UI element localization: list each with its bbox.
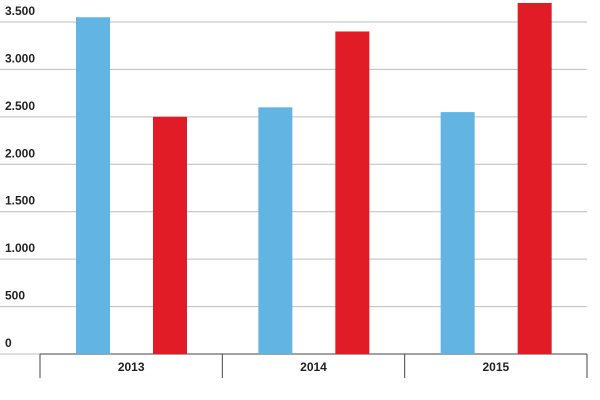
y-tick-label: 1.500	[5, 194, 35, 208]
bar	[76, 17, 110, 354]
y-tick-label: 0	[5, 336, 12, 350]
x-tick-label: 2014	[300, 360, 327, 374]
x-tick-label: 2015	[482, 360, 509, 374]
x-tick-label: 2013	[118, 360, 145, 374]
bar	[517, 3, 552, 354]
y-tick-label: 3.000	[5, 51, 35, 65]
y-tick-label: 3.500	[5, 4, 35, 18]
bar	[153, 116, 187, 355]
bar	[335, 31, 370, 354]
y-tick-label: 2.500	[5, 99, 35, 113]
bar	[440, 112, 475, 354]
bar	[258, 107, 293, 354]
y-tick-label: 500	[5, 289, 25, 303]
y-tick-label: 2.000	[5, 146, 35, 160]
y-tick-label: 1.000	[5, 241, 35, 255]
